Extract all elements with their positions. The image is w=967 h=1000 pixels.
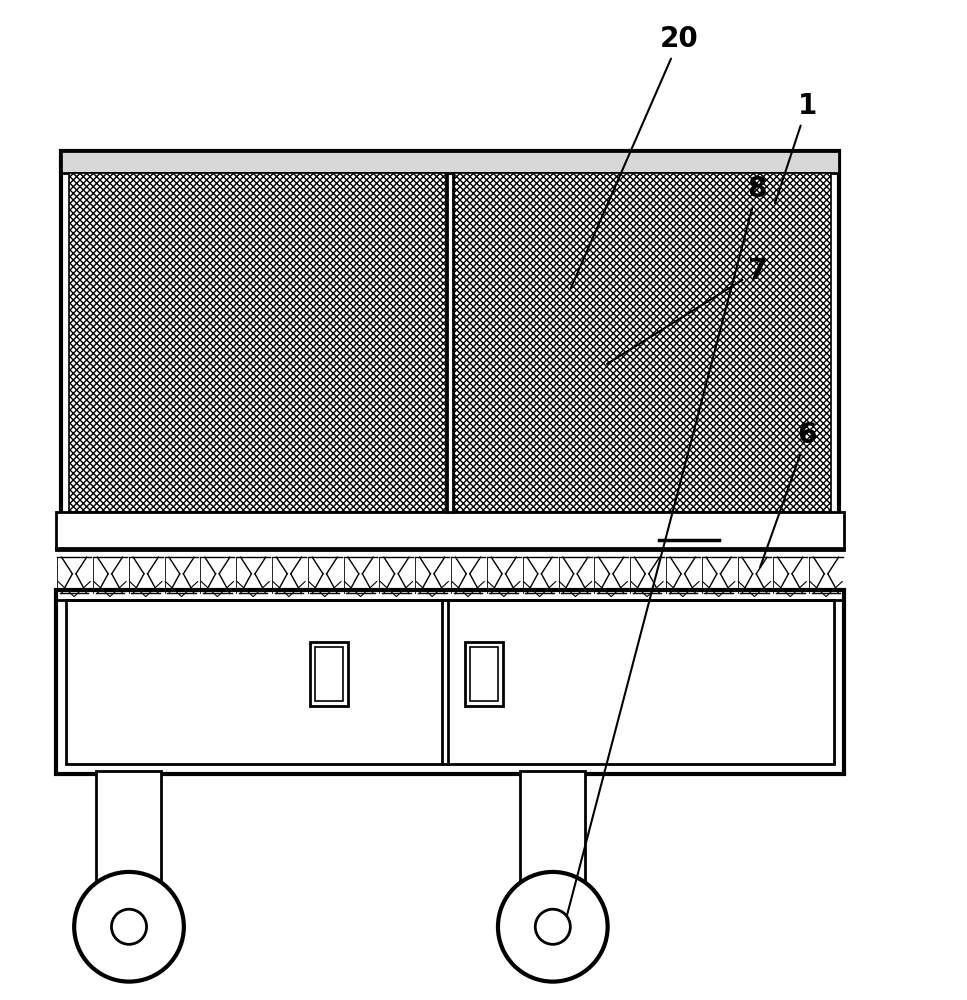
Bar: [310, 642, 348, 706]
Text: 7: 7: [607, 257, 767, 364]
Bar: [520, 771, 585, 899]
Bar: [70, 173, 446, 512]
Circle shape: [111, 909, 147, 944]
Bar: [470, 647, 498, 701]
Bar: [61, 151, 839, 173]
Circle shape: [498, 872, 607, 982]
Text: 8: 8: [566, 175, 767, 921]
Bar: [96, 771, 161, 899]
Bar: [61, 151, 839, 520]
Text: 20: 20: [571, 25, 699, 288]
Bar: [66, 600, 834, 764]
Bar: [56, 512, 844, 550]
Bar: [56, 590, 844, 774]
Circle shape: [74, 872, 184, 982]
Bar: [315, 647, 343, 701]
Text: 6: 6: [760, 421, 817, 567]
Circle shape: [536, 909, 571, 944]
Bar: [454, 173, 831, 512]
Bar: [465, 642, 503, 706]
Text: 1: 1: [775, 92, 817, 203]
